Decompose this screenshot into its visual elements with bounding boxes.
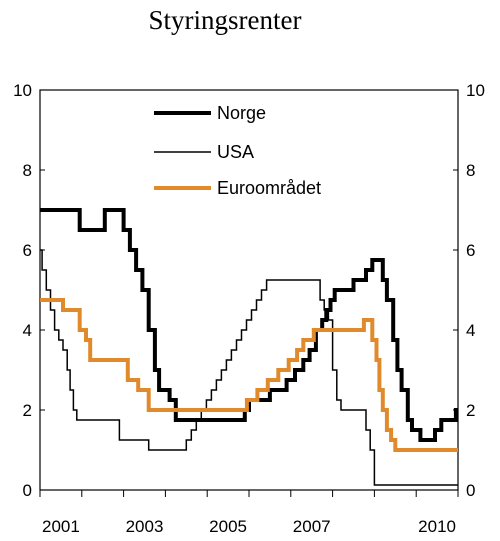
axes: 0 0 2 2 4 4 6 6 8 8 10 10 2001 2003 2005 2007 2010 — [13, 81, 485, 536]
y-tick-label-left: 2 — [23, 401, 32, 420]
x-tick-label: 2003 — [126, 517, 164, 536]
y-tick-label-left: 6 — [23, 241, 32, 260]
series-line-usa — [40, 249, 458, 486]
y-tick-label-left: 8 — [23, 161, 32, 180]
series-layer — [40, 208, 458, 486]
x-tick-label: 2001 — [42, 517, 80, 536]
y-tick-label-left: 4 — [23, 321, 32, 340]
y-tick-label-right: 2 — [466, 401, 475, 420]
y-tick-label-right: 0 — [466, 481, 475, 500]
x-tick-label: 2007 — [293, 517, 331, 536]
y-tick-label-right: 8 — [466, 161, 475, 180]
x-tick-label: 2005 — [209, 517, 247, 536]
y-tick-label-right: 4 — [466, 321, 475, 340]
legend-label: Norge — [217, 103, 266, 123]
legend-label: Euroområdet — [217, 178, 321, 198]
legend-label: USA — [217, 142, 254, 162]
series-line-norge — [40, 208, 458, 442]
series-line-euroomr-det — [40, 298, 458, 452]
y-tick-label-left: 10 — [13, 81, 32, 100]
chart-title: Styringsrenter — [149, 5, 302, 35]
y-tick-label-right: 10 — [466, 81, 485, 100]
legend: Norge USA Euroområdet — [154, 103, 321, 198]
y-tick-label-left: 0 — [23, 481, 32, 500]
x-tick-label: 2010 — [418, 517, 456, 536]
y-tick-label-right: 6 — [466, 241, 475, 260]
